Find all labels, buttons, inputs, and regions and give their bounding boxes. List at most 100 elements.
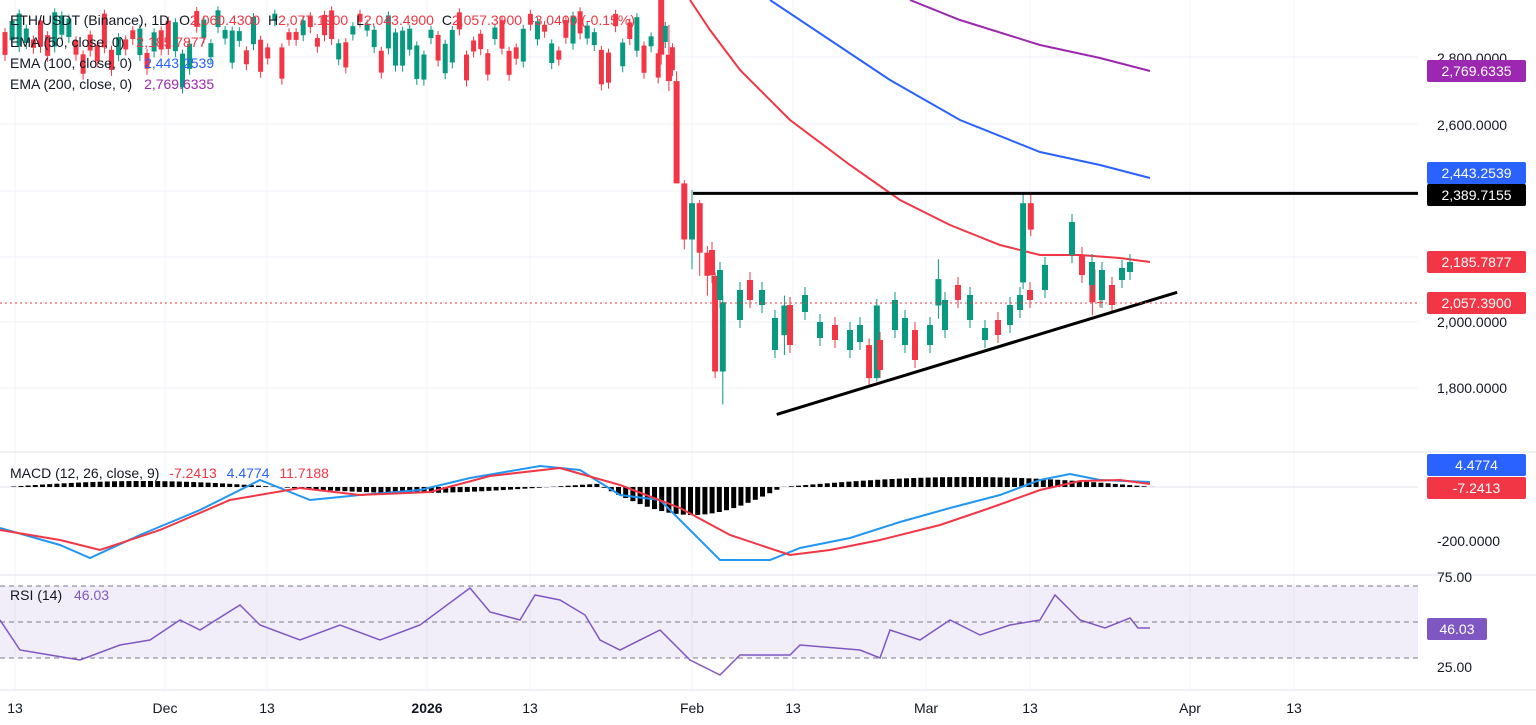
candle-body-11 bbox=[873, 305, 880, 379]
mid-candle-body-17 bbox=[942, 300, 948, 330]
mid-candle-body-22 bbox=[1007, 305, 1013, 325]
candle-body-13 bbox=[1020, 203, 1027, 283]
bg-candle-body-20 bbox=[144, 52, 150, 69]
macd-hist-bar-18 bbox=[133, 481, 139, 487]
macd-hist-bar-94 bbox=[680, 487, 686, 515]
bg-candle-body-41 bbox=[293, 31, 299, 40]
rsi-tick-25: 25.00 bbox=[1437, 659, 1473, 675]
macd-hist-bar-126 bbox=[911, 478, 917, 487]
macd-hist-bar-44 bbox=[320, 487, 326, 491]
macd-hist-bar-79 bbox=[572, 485, 578, 487]
macd-hist-bar-71 bbox=[515, 487, 521, 490]
candle-body-4 bbox=[689, 203, 695, 240]
candle-body-10 bbox=[866, 345, 873, 379]
macd-hist-bar-91 bbox=[659, 487, 665, 512]
bg-candle-body-4 bbox=[30, 39, 36, 48]
price-tick-2600: 2,600.0000 bbox=[1437, 117, 1508, 133]
bg-candle-body-65 bbox=[464, 54, 469, 81]
bg-candle-body-25 bbox=[180, 53, 185, 88]
ema100-legend[interactable]: EMA (100, close, 0) 2,443.2539 bbox=[10, 55, 214, 71]
last-price-tag: 2,057.3900 bbox=[1427, 292, 1526, 314]
bg-candle-body-13 bbox=[94, 44, 100, 62]
mid-candle-body-21 bbox=[995, 320, 1001, 335]
bg-candle-body-31 bbox=[222, 29, 228, 39]
macd-hist-bar-66 bbox=[479, 487, 485, 492]
bg-candle-body-93 bbox=[662, 25, 668, 42]
macd-hist-bar-121 bbox=[875, 479, 881, 487]
bg-candle-body-62 bbox=[442, 43, 448, 74]
macd-hist-bar-127 bbox=[918, 477, 924, 487]
mid-candle-body-4 bbox=[759, 290, 765, 305]
open-value: 2,060.4300 bbox=[190, 12, 261, 28]
mid-candle-body-0 bbox=[709, 250, 715, 275]
bg-candle-body-78 bbox=[556, 50, 562, 60]
macd-hist-bar-116 bbox=[839, 482, 845, 487]
mid-candle-body-19 bbox=[967, 295, 973, 320]
macd-histogram-value: -7.2413 bbox=[169, 465, 217, 481]
bg-candle-body-28 bbox=[201, 19, 207, 38]
bg-candle-body-68 bbox=[485, 53, 491, 75]
bg-candle-body-79 bbox=[563, 20, 569, 38]
macd-hist-bar-74 bbox=[536, 487, 542, 488]
macd-hist-bar-139 bbox=[1004, 477, 1010, 487]
macd-hist-bar-96 bbox=[695, 487, 701, 515]
time-tick-feb: Feb bbox=[679, 700, 705, 716]
high-label: H bbox=[267, 12, 279, 28]
symbol-title[interactable]: ETH/USDT (Binance), 1D bbox=[10, 12, 170, 28]
bg-candle-body-37 bbox=[265, 47, 271, 59]
bg-candle-body-27 bbox=[194, 11, 200, 27]
mid-candle-body-27 bbox=[1079, 255, 1085, 275]
macd-hist-bar-152 bbox=[1098, 482, 1104, 487]
macd-hist-bar-141 bbox=[1019, 478, 1025, 487]
bg-candle-body-69 bbox=[492, 27, 498, 40]
bg-candle-body-50 bbox=[357, 13, 363, 22]
mid-candle-body-16 bbox=[927, 325, 933, 345]
macd-hist-bar-155 bbox=[1120, 484, 1125, 487]
macd-hist-bar-33 bbox=[241, 484, 247, 487]
ema200-legend[interactable]: EMA (200, close, 0) 2,769.6335 bbox=[10, 76, 214, 92]
macd-hist-bar-83 bbox=[601, 487, 607, 488]
macd-hist-bar-158 bbox=[1141, 486, 1147, 487]
macd-hist-bar-17 bbox=[126, 481, 132, 487]
macd-hist-bar-52 bbox=[378, 487, 384, 493]
macd-hist-bar-35 bbox=[256, 485, 261, 487]
bg-candle-body-49 bbox=[350, 26, 356, 35]
bg-candle-body-36 bbox=[258, 39, 264, 72]
ema50-line bbox=[689, 0, 1151, 263]
macd-hist-bar-110 bbox=[796, 485, 801, 487]
rsi-legend[interactable]: RSI (14) 46.03 bbox=[10, 587, 109, 603]
bg-candle-body-42 bbox=[300, 20, 306, 36]
macd-hist-bar-144 bbox=[1040, 479, 1046, 487]
ema50-legend[interactable]: EMA (50, close, 0) 2,185.7877 bbox=[10, 34, 206, 50]
bg-candle-body-21 bbox=[151, 32, 157, 52]
candle-body-3 bbox=[681, 183, 688, 240]
macd-hist-bar-89 bbox=[644, 487, 650, 507]
macd-legend[interactable]: MACD (12, 26, close, 9) -7.2413 4.4774 1… bbox=[10, 465, 329, 481]
bg-candle-body-12 bbox=[87, 34, 93, 51]
macd-hist-bar-30 bbox=[220, 483, 225, 487]
macd-hist-bar-123 bbox=[889, 478, 895, 487]
mid-candle-body-18 bbox=[955, 285, 961, 300]
macd-hist-bar-73 bbox=[529, 487, 535, 489]
mid-candle-body-5 bbox=[772, 318, 778, 350]
change-value: -3.0400 (-0.15%) bbox=[529, 12, 635, 28]
macd-hist-bar-47 bbox=[342, 487, 348, 492]
bg-candle-body-75 bbox=[535, 21, 540, 40]
symbol-legend: ETH/USDT (Binance), 1D O2,060.4300 H2,07… bbox=[10, 12, 635, 28]
bg-candle-body-54 bbox=[385, 15, 391, 49]
bg-candle-body-44 bbox=[314, 38, 320, 47]
macd-hist-bar-26 bbox=[191, 482, 197, 487]
macd-line bbox=[0, 464, 1151, 561]
macd-hist-bar-3 bbox=[25, 485, 31, 487]
macd-hist-bar-111 bbox=[803, 485, 809, 487]
candles[interactable] bbox=[2, 0, 1134, 405]
bg-candle-body-58 bbox=[414, 45, 420, 79]
macd-hist-bar-137 bbox=[990, 477, 996, 487]
bg-candle-body-8 bbox=[59, 15, 65, 35]
bg-candle-body-30 bbox=[215, 10, 221, 28]
bg-candle-body-74 bbox=[527, 13, 533, 25]
mid-candle-body-12 bbox=[877, 340, 883, 370]
macd-hist-bar-53 bbox=[385, 487, 391, 493]
mid-candle-body-3 bbox=[747, 280, 753, 300]
